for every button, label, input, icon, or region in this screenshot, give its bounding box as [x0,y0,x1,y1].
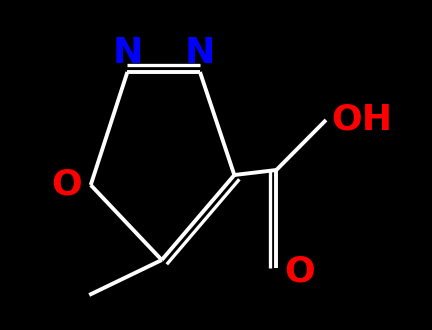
Text: O: O [285,254,315,288]
Text: N: N [185,36,215,70]
Text: OH: OH [331,103,392,137]
Text: O: O [52,168,83,202]
Text: N: N [112,36,143,70]
